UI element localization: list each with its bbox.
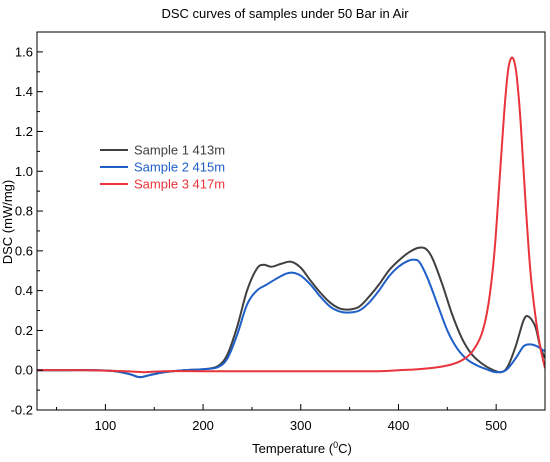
y-tick-label: 0.8 bbox=[15, 204, 33, 219]
y-tick-label: 1.6 bbox=[15, 44, 33, 59]
y-tick-label: 0.2 bbox=[15, 323, 33, 338]
y-tick-label: 1.2 bbox=[15, 124, 33, 139]
y-axis-label: DSC (mW/mg) bbox=[0, 180, 15, 265]
y-tick-label: 0.0 bbox=[15, 363, 33, 378]
legend-label-1: Sample 1 413m bbox=[134, 143, 225, 158]
x-tick-label: 100 bbox=[95, 418, 117, 433]
x-tick-label: 500 bbox=[485, 418, 507, 433]
legend-label-3: Sample 3 417m bbox=[134, 177, 225, 192]
y-tick-label: 0.4 bbox=[15, 283, 33, 298]
plot-frame bbox=[36, 31, 546, 411]
x-tick-label: 400 bbox=[388, 418, 410, 433]
y-tick-label: 1.0 bbox=[15, 164, 33, 179]
y-tick-label: -0.2 bbox=[11, 403, 33, 418]
series-line-3 bbox=[37, 56, 545, 374]
x-axis-label: Temperature (0C) bbox=[252, 440, 352, 456]
x-tick-label: 300 bbox=[290, 418, 312, 433]
legend: Sample 1 413m Sample 2 415m Sample 3 417m bbox=[100, 143, 225, 192]
y-tick-label: 0.6 bbox=[15, 243, 33, 258]
y-tick-label: 1.4 bbox=[15, 84, 33, 99]
chart-title: DSC curves of samples under 50 Bar in Ai… bbox=[161, 6, 409, 21]
x-tick-label: 200 bbox=[192, 418, 214, 433]
series-line-1 bbox=[37, 246, 545, 379]
series-line-2 bbox=[37, 258, 545, 379]
legend-label-2: Sample 2 415m bbox=[134, 160, 225, 175]
